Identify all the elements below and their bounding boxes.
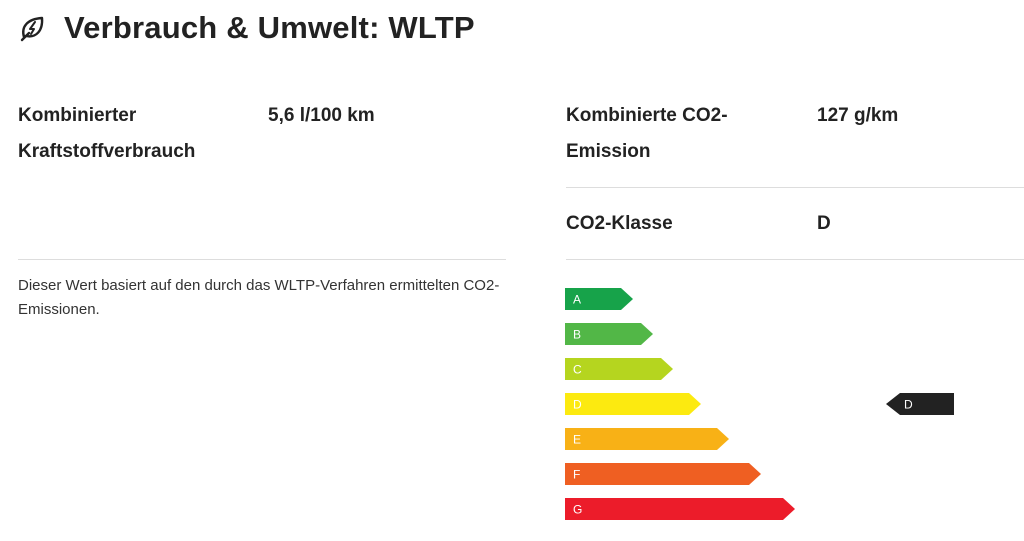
- efficiency-class-g: G: [565, 498, 795, 520]
- efficiency-class-c: C: [565, 358, 673, 380]
- current-class-arrow: [886, 393, 954, 415]
- efficiency-class-b: B: [565, 323, 653, 345]
- efficiency-class-d: D: [565, 393, 701, 415]
- consumption-value: 5,6 l/100 km: [268, 105, 375, 126]
- consumption-label: Kombinierter Kraftstoffverbrauch: [18, 98, 195, 170]
- efficiency-letter-a: A: [573, 293, 581, 307]
- co2-class-value: D: [817, 213, 831, 234]
- right-divider-1: [566, 187, 1024, 188]
- consumption-label-line1: Kombinierter: [18, 105, 137, 126]
- emission-label-line1: Kombinierte CO2-: [566, 105, 728, 126]
- efficiency-arrow-f: [565, 463, 761, 485]
- efficiency-arrow-e: [565, 428, 729, 450]
- consumption-label-line2: Kraftstoffverbrauch: [18, 141, 196, 162]
- co2-class-label: CO2-Klasse: [566, 213, 673, 234]
- efficiency-class-f: F: [565, 463, 761, 485]
- emission-value: 127 g/km: [817, 105, 899, 126]
- wltp-note: Dieser Wert basiert auf den durch das WL…: [18, 277, 500, 318]
- current-class-indicator: D: [886, 393, 954, 415]
- emission-label-line2: Emission: [566, 141, 651, 162]
- efficiency-arrow-a: [565, 288, 633, 310]
- efficiency-arrow-d: [565, 393, 701, 415]
- right-divider-2: [566, 259, 1024, 260]
- current-class-letter: D: [904, 398, 913, 412]
- efficiency-class-a: A: [565, 288, 633, 310]
- efficiency-letter-f: F: [573, 468, 580, 482]
- eco-leaf-icon: [18, 13, 48, 43]
- efficiency-letter-c: C: [573, 363, 582, 377]
- efficiency-arrow-g: [565, 498, 795, 520]
- efficiency-letter-g: G: [573, 503, 582, 517]
- emission-label: Kombinierte CO2- Emission: [566, 98, 728, 170]
- efficiency-class-e: E: [565, 428, 729, 450]
- page-title: Verbrauch & Umwelt: WLTP: [64, 10, 475, 45]
- left-divider: [18, 259, 506, 260]
- co2-efficiency-scale: A B C D D E F G: [565, 288, 954, 520]
- efficiency-letter-e: E: [573, 433, 581, 447]
- efficiency-arrow-b: [565, 323, 653, 345]
- efficiency-letter-b: B: [573, 328, 581, 342]
- efficiency-arrow-c: [565, 358, 673, 380]
- efficiency-letter-d: D: [573, 398, 582, 412]
- section-header: Verbrauch & Umwelt: WLTP: [18, 6, 475, 50]
